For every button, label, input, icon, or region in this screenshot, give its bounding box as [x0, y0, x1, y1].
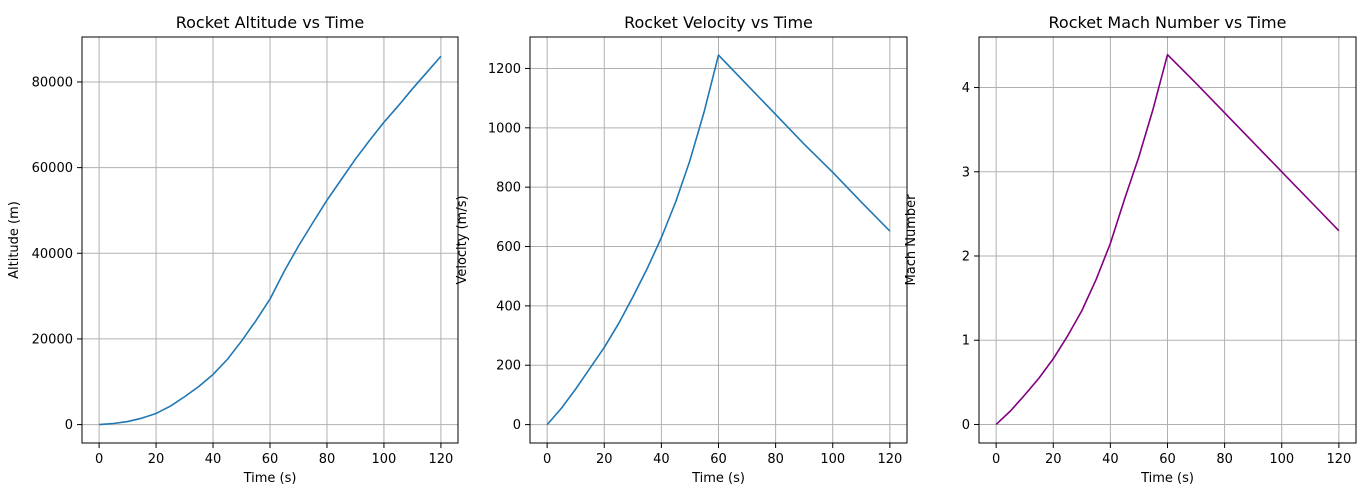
chart-0-ytick-label: 40000 — [32, 247, 73, 262]
chart-1-xtick-label: 60 — [710, 452, 727, 467]
chart-0-ytick-label: 60000 — [32, 161, 73, 176]
altitude-chart: 0 20 40 60 80 100 120 0 20000 40000 60000 80000 Rock… — [7, 13, 459, 486]
chart-1-xtick-label: 80 — [767, 452, 784, 467]
chart-0-ylabel: Altitude (m) — [7, 201, 22, 279]
chart-1-xlabel: Time (s) — [691, 471, 745, 486]
chart-1-xtick-label: 20 — [596, 452, 613, 467]
chart-2-xtick-label: 20 — [1045, 452, 1062, 467]
chart-0-xtick-label: 120 — [428, 452, 453, 467]
chart-2-xtick-label: 0 — [992, 452, 1000, 467]
chart-0-series-line — [99, 55, 442, 426]
chart-1-xtick-label: 40 — [653, 452, 670, 467]
chart-2-ytick-label: 1 — [962, 334, 970, 349]
chart-1-xtick-label: 120 — [877, 452, 902, 467]
chart-0-title: Rocket Altitude vs Time — [176, 13, 365, 32]
chart-2-grid — [979, 37, 1356, 443]
chart-2-xtick-label: 80 — [1216, 452, 1233, 467]
chart-2-xtick-label: 40 — [1102, 452, 1119, 467]
chart-1-grid — [530, 37, 907, 443]
chart-0-xtick-label: 40 — [205, 452, 222, 467]
chart-1-series-line — [546, 54, 891, 426]
chart-0-xtick-label: 60 — [262, 452, 279, 467]
chart-1-ytick-label: 800 — [496, 181, 521, 196]
chart-2-xtick-label: 60 — [1159, 452, 1176, 467]
chart-1-ytick-label: 1000 — [488, 121, 521, 136]
chart-1-xtick-label: 0 — [543, 452, 551, 467]
chart-0-xlabel: Time (s) — [243, 471, 297, 486]
chart-1-ytick-label: 0 — [513, 418, 521, 433]
chart-1-ytick-label: 1200 — [488, 62, 521, 77]
chart-2-ytick-label: 0 — [962, 418, 970, 433]
chart-1-ytick-label: 600 — [496, 240, 521, 255]
mach-chart: 0 20 40 60 80 100 120 0 1 2 3 4 Rocket Mach Number v… — [904, 13, 1357, 486]
chart-2-series-line — [995, 53, 1340, 426]
chart-0-xtick-label: 100 — [372, 452, 397, 467]
chart-1-xtick-label: 100 — [820, 452, 845, 467]
chart-0-ytick-label: 20000 — [32, 332, 73, 347]
chart-0-grid — [82, 37, 458, 443]
chart-0-ytick-label: 0 — [65, 418, 73, 433]
chart-2-title: Rocket Mach Number vs Time — [1049, 13, 1287, 32]
chart-0-xtick-label: 0 — [95, 452, 103, 467]
chart-2-ylabel: Mach Number — [904, 194, 919, 286]
chart-0-xtick-label: 20 — [148, 452, 165, 467]
chart-1-title: Rocket Velocity vs Time — [624, 13, 813, 32]
chart-2-xtick-label: 100 — [1269, 452, 1294, 467]
chart-0-ytick-label: 80000 — [32, 75, 73, 90]
chart-1-ytick-label: 400 — [496, 299, 521, 314]
chart-2-xlabel: Time (s) — [1140, 471, 1194, 486]
velocity-chart: 0 20 40 60 80 100 120020040060080010001200Rock… — [455, 13, 908, 486]
chart-0-xtick-label: 80 — [319, 452, 336, 467]
chart-2-ytick-label: 4 — [962, 81, 970, 96]
chart-2-ytick-label: 3 — [962, 165, 970, 180]
chart-2-xtick-label: 120 — [1326, 452, 1351, 467]
chart-2-ytick-label: 2 — [962, 250, 970, 265]
chart-1-ylabel: Velocity (m/s) — [455, 195, 470, 284]
chart-1-ytick-label: 200 — [496, 359, 521, 374]
